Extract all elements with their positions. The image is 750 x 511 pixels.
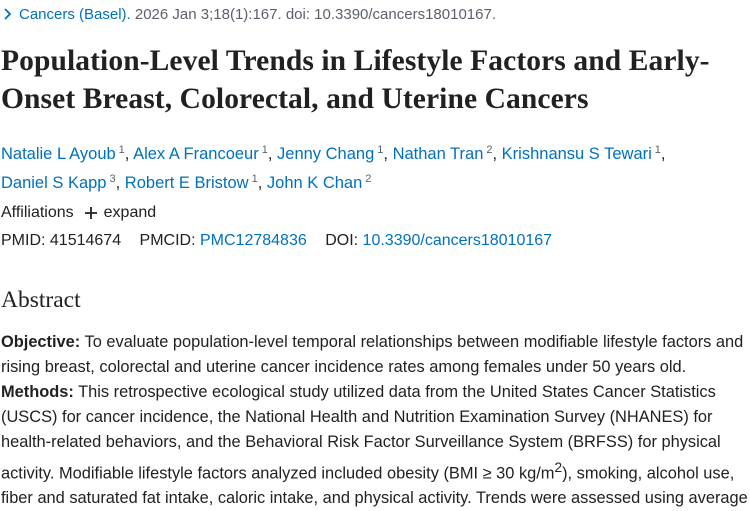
pmid-value: 41514674 bbox=[49, 232, 122, 249]
methods-superscript: 2 bbox=[554, 460, 563, 475]
author-affiliation-number[interactable]: 1 bbox=[118, 144, 125, 156]
journal-link[interactable]: Cancers (Basel). bbox=[19, 5, 131, 23]
identifiers-row: PMID: 41514674 PMCID: PMC12784836 DOI: 1… bbox=[1, 232, 552, 250]
author-link[interactable]: Alex A Francoeur 1 bbox=[133, 144, 268, 163]
doi-link[interactable]: 10.3390/cancers18010167 bbox=[362, 232, 553, 249]
objective-label: Objective: bbox=[1, 333, 81, 351]
citation-details: 2026 Jan 3;18(1):167. doi: 10.3390/cance… bbox=[134, 5, 496, 23]
author-affiliation-number[interactable]: 2 bbox=[365, 173, 372, 185]
article-title: Population-Level Trends in Lifestyle Fac… bbox=[1, 45, 710, 115]
plus-icon bbox=[84, 206, 98, 220]
abstract-objective: Objective: To evaluate population-level … bbox=[1, 330, 749, 380]
methods-text: This retrospective ecological study util… bbox=[1, 383, 721, 483]
author-link[interactable]: Robert E Bristow 1 bbox=[124, 173, 258, 192]
pmid-label: PMID: bbox=[1, 232, 46, 249]
objective-text: To evaluate population-level temporal re… bbox=[1, 333, 744, 376]
author-link[interactable]: Daniel S Kapp 3 bbox=[1, 173, 116, 192]
affiliations-expand-toggle[interactable]: expand bbox=[84, 204, 157, 222]
citation-line: Cancers (Basel). 2026 Jan 3;18(1):167. d… bbox=[0, 4, 496, 24]
pmcid-label: PMCID: bbox=[139, 232, 196, 249]
expand-label: expand bbox=[103, 204, 157, 221]
author-affiliation-number[interactable]: 1 bbox=[261, 144, 268, 156]
author-affiliation-number[interactable]: 2 bbox=[486, 144, 493, 156]
chevron-right-icon[interactable] bbox=[0, 6, 16, 22]
author-affiliation-number[interactable]: 1 bbox=[654, 144, 661, 156]
authors-list: Natalie L Ayoub 1, Alex A Francoeur 1, Jen… bbox=[1, 144, 666, 192]
author-affiliation-number[interactable]: 1 bbox=[377, 144, 384, 156]
abstract-heading: Abstract bbox=[1, 287, 81, 313]
author-link[interactable]: Natalie L Ayoub 1 bbox=[1, 144, 125, 163]
abstract-body: Objective: To evaluate population-level … bbox=[1, 330, 749, 511]
author-link[interactable]: John K Chan 2 bbox=[266, 173, 372, 192]
methods-label: Methods: bbox=[1, 383, 74, 401]
doi-label: DOI: bbox=[325, 232, 359, 249]
pmcid-link[interactable]: PMC12784836 bbox=[200, 232, 307, 249]
author-link[interactable]: Jenny Chang 1 bbox=[277, 144, 384, 163]
author-affiliation-number[interactable]: 3 bbox=[109, 173, 116, 185]
affiliations-row: Affiliations expand bbox=[1, 204, 156, 222]
author-link[interactable]: Krishnansu S Tewari 1 bbox=[501, 144, 661, 163]
author-affiliation-number[interactable]: 1 bbox=[251, 173, 258, 185]
author-link[interactable]: Nathan Tran 2 bbox=[392, 144, 493, 163]
affiliations-label: Affiliations bbox=[1, 204, 74, 221]
abstract-methods: Methods: This retrospective ecological s… bbox=[1, 380, 749, 511]
